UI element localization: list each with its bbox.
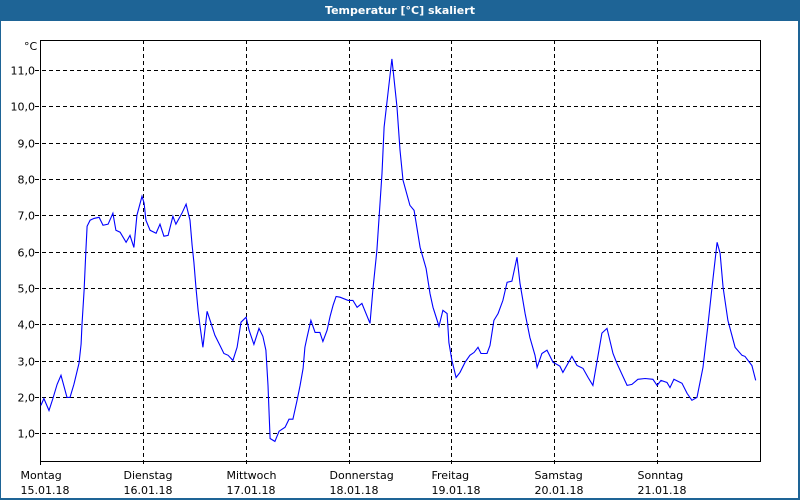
chart-panel — [1, 21, 798, 498]
x-tick-date: 20.01.18 — [535, 484, 584, 497]
y-tick-label: 7,0 — [18, 210, 36, 223]
x-tick-day: Freitag — [432, 469, 470, 482]
y-tick-label: 9,0 — [18, 138, 36, 151]
x-tick-date: 21.01.18 — [638, 484, 687, 497]
x-tick-date: 19.01.18 — [432, 484, 481, 497]
x-tick-day: Montag — [21, 469, 62, 482]
y-tick-label: 5,0 — [18, 283, 36, 296]
plot-frame — [40, 40, 761, 462]
y-tick-label: 10,0 — [11, 101, 36, 114]
y-tick-label: 3,0 — [18, 356, 36, 369]
y-tick-label: 1,0 — [18, 428, 36, 441]
x-tick-date: 16.01.18 — [124, 484, 173, 497]
y-tick-label: 4,0 — [18, 319, 36, 332]
x-tick-day: Dienstag — [124, 469, 173, 482]
x-tick-day: Sonntag — [638, 469, 684, 482]
x-tick-date: 15.01.18 — [21, 484, 70, 497]
y-tick-label: 6,0 — [18, 247, 36, 260]
y-tick-label: 2,0 — [18, 392, 36, 405]
window-title: Temperatur [°C] skaliert — [0, 0, 800, 21]
y-tick-label: 8,0 — [18, 174, 36, 187]
x-tick-day: Donnerstag — [330, 469, 394, 482]
y-axis-unit: °C — [24, 40, 38, 53]
temperature-series-line — [40, 58, 757, 443]
x-tick-date: 17.01.18 — [227, 484, 276, 497]
x-tick-day: Mittwoch — [227, 469, 277, 482]
x-tick-date: 18.01.18 — [330, 484, 379, 497]
y-tick-label: 11,0 — [11, 65, 36, 78]
x-tick-day: Samstag — [535, 469, 583, 482]
